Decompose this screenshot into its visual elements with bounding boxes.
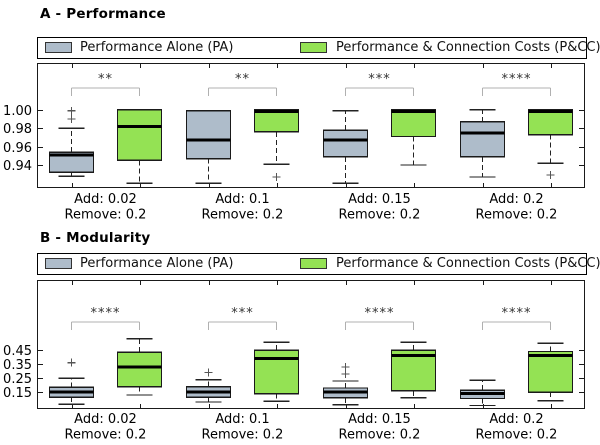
- y-tick-label: 0.25: [3, 372, 32, 387]
- box-pa-group-4: [459, 121, 506, 158]
- axes-frame: [36, 62, 586, 189]
- axes-frame: [36, 279, 586, 410]
- significance-stars: ***: [368, 72, 391, 87]
- box-pcc-group-1: [116, 351, 163, 388]
- x-group-label: Add: 0.15 Remove: 0.2: [339, 412, 421, 443]
- y-tick-label: 0.98: [3, 122, 32, 137]
- y-tick-label: 1.00: [3, 104, 32, 119]
- pcc-legend-label: Performance & Connection Costs (P&CC): [336, 40, 600, 55]
- y-tick-label: 0.96: [3, 141, 32, 156]
- pa-legend-label: Performance Alone (PA): [80, 256, 234, 271]
- significance-stars: **: [235, 72, 250, 87]
- pcc-legend-label: Performance & Connection Costs (P&CC): [336, 256, 600, 271]
- panel-a-legend: Performance Alone (PA) Performance & Con…: [37, 37, 600, 59]
- x-group-label: Add: 0.02 Remove: 0.2: [65, 192, 147, 223]
- box-pcc-group-3: [390, 109, 437, 138]
- significance-stars: ****: [502, 72, 532, 87]
- y-tick-label: 0.15: [3, 386, 32, 401]
- significance-stars: ****: [365, 306, 395, 321]
- y-tick-label: 0.35: [3, 358, 32, 373]
- pcc-legend-swatch: [300, 258, 327, 269]
- pcc-legend-swatch: [300, 42, 327, 53]
- box-pcc-group-2: [253, 109, 300, 133]
- x-group-label: Add: 0.1 Remove: 0.2: [202, 192, 284, 223]
- pa-legend-label: Performance Alone (PA): [80, 40, 234, 55]
- panel-b-title: B - Modularity: [40, 230, 151, 246]
- panel-a-title: A - Performance: [40, 6, 166, 22]
- significance-stars: ****: [502, 306, 532, 321]
- x-group-label: Add: 0.2 Remove: 0.2: [476, 192, 558, 223]
- pa-legend-swatch: [45, 42, 72, 53]
- x-group-label: Add: 0.1 Remove: 0.2: [202, 412, 284, 443]
- significance-stars: ***: [231, 306, 254, 321]
- box-pa-group-3: [322, 129, 369, 158]
- box-pcc-group-2: [253, 349, 300, 395]
- box-pcc-group-4: [527, 350, 574, 393]
- pa-legend-swatch: [45, 258, 72, 269]
- box-pa-group-1: [48, 151, 95, 174]
- panel-b-legend: Performance Alone (PA) Performance & Con…: [37, 253, 600, 275]
- significance-stars: **: [98, 72, 113, 87]
- box-pcc-group-1: [116, 109, 163, 162]
- y-tick-label: 0.94: [3, 159, 32, 174]
- box-pcc-group-4: [527, 109, 574, 136]
- y-tick-label: 0.45: [3, 344, 32, 359]
- box-pa-group-2: [185, 110, 232, 160]
- x-group-label: Add: 0.02 Remove: 0.2: [65, 412, 147, 443]
- significance-stars: ****: [91, 306, 121, 321]
- x-group-label: Add: 0.2 Remove: 0.2: [476, 412, 558, 443]
- x-group-label: Add: 0.15 Remove: 0.2: [339, 192, 421, 223]
